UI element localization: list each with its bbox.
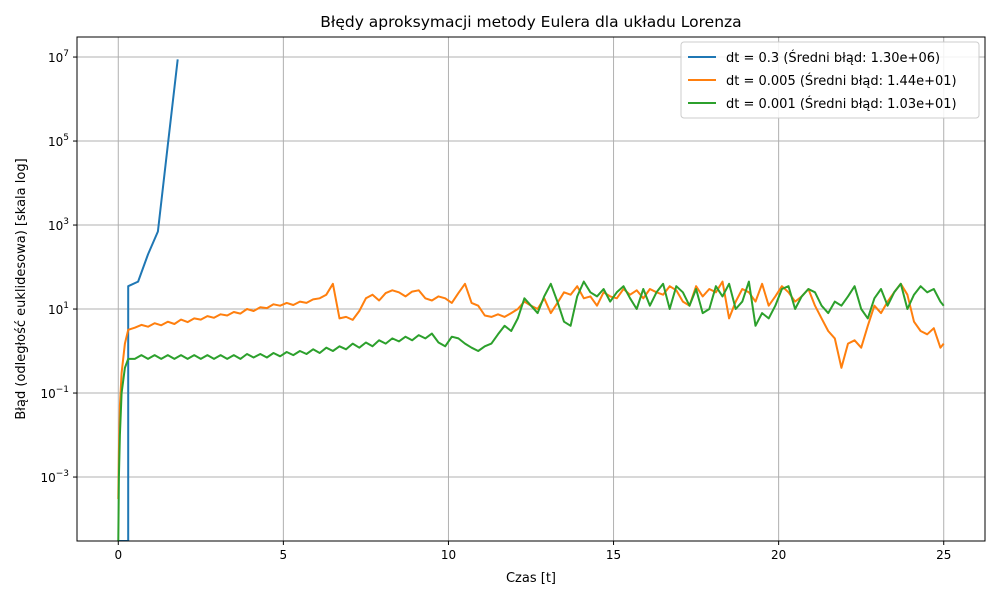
legend: dt = 0.3 (Średni błąd: 1.30e+06) dt = 0.… [680,41,980,119]
legend-box [680,41,980,119]
x-axis-label: Czas [t] [506,571,556,586]
y-tick-base: 10 [48,219,63,233]
x-tick-label: 0 [114,548,122,562]
y-tick-label: 10−3 [40,469,69,485]
legend-entry-dt-0-3: dt = 0.3 (Średni błąd: 1.30e+06) [726,50,940,66]
plot-lines [117,59,945,541]
legend-entry-dt-0-005: dt = 0.005 (Średni błąd: 1.44e+01) [726,73,957,89]
y-tick-base: 10 [40,471,55,485]
y-tick-exponent: −1 [56,385,69,395]
legend-entry-dt-0-001: dt = 0.001 (Średni błąd: 1.03e+01) [726,96,957,112]
x-tick-label: 25 [936,548,951,562]
y-tick-label: 101 [48,301,69,317]
y-axis-label: Błąd (odległość euklidesowa) [skala log] [14,158,29,419]
y-tick-base: 10 [48,51,63,65]
x-tick-label: 5 [280,548,288,562]
y-tick-exponent: 1 [63,301,69,311]
plot-frame [76,36,986,542]
y-tick-label: 105 [48,133,69,149]
y-tick-exponent: −3 [56,469,69,479]
grid [77,37,985,541]
series-line-2 [117,280,945,541]
y-tick-exponent: 7 [63,49,69,59]
y-tick-exponent: 5 [63,133,69,143]
y-tick-label: 107 [48,49,69,65]
x-tick-label: 20 [771,548,786,562]
y-tick-label: 103 [48,217,69,233]
x-tick-label: 10 [441,548,456,562]
x-axis-ticks: 0 5 10 15 20 25 [114,541,951,562]
y-tick-base: 10 [48,135,63,149]
y-tick-base: 10 [48,303,63,317]
chart-title: Błędy aproksymacji metody Eulera dla ukł… [320,13,741,31]
series-line-0 [118,59,179,541]
y-tick-base: 10 [40,387,55,401]
x-tick-label: 15 [606,548,621,562]
y-tick-exponent: 3 [63,217,69,227]
y-tick-label: 10−1 [40,385,69,401]
